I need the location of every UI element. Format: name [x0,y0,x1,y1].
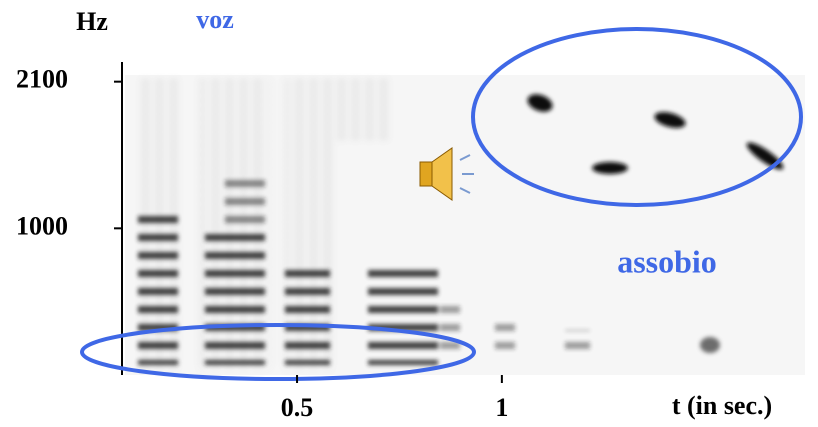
y-tick-label: 2100 [16,65,68,94]
x-tick-label: 0.5 [281,393,314,422]
y-axis-label: Hz [76,7,108,36]
y-tick-label: 1000 [16,211,68,240]
speaker-icon [419,147,474,201]
spectrogram-image [125,75,805,375]
highlight-ellipse [471,27,803,207]
annotation: voz [196,5,234,34]
x-axis-label: t (in sec.) [672,391,772,420]
x-tick-label: 1 [495,393,508,422]
annotation: assobio [617,243,717,279]
highlight-ellipse [80,323,476,381]
